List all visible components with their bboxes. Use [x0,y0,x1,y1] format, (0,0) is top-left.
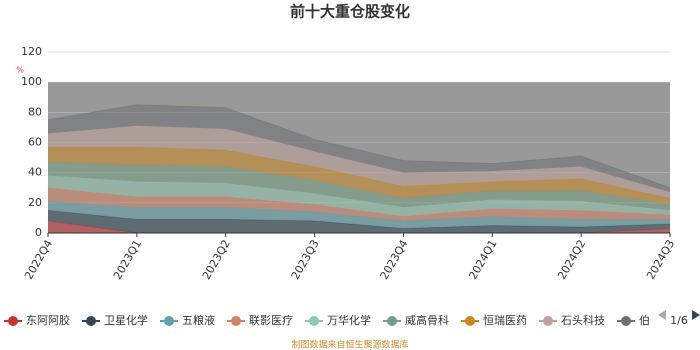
x-tick-label: 2023Q4 [378,238,411,282]
legend-swatch [164,316,174,326]
legend-label: 五粮液 [182,313,215,327]
legend-label: 石头科技 [561,313,605,327]
legend-label: 恒瑞医药 [483,313,527,327]
area [48,175,670,217]
area [48,187,670,221]
area [48,147,670,205]
source-note: 制图数据来自恒生聚源数据库 [291,339,408,350]
legend-item[interactable]: 恒瑞医药 [461,313,527,327]
x-tick-label: 2024Q1 [466,238,499,282]
area [48,210,670,233]
chart-title: 前十大重仓股变化 [290,3,410,21]
legend-swatch [465,316,475,326]
x-tick-label: 2023Q2 [200,238,233,282]
legend-swatch [8,316,18,326]
legend-item[interactable]: 东阿阿胶 [4,313,70,327]
legend-swatch [86,316,96,326]
legend-item[interactable]: 联影医疗 [227,313,293,327]
legend-label: 威高骨科 [405,313,449,327]
legend-item[interactable]: 石头科技 [539,313,605,327]
x-tick-label: 2024Q2 [555,238,588,282]
y-tick-label: 20 [28,196,42,209]
y-tick-label: 80 [28,105,42,118]
legend-swatch [231,316,241,326]
x-tick-label: 2023Q3 [289,238,322,282]
area [48,201,670,229]
y-tick-label: 0 [35,226,42,239]
legend-swatch [543,316,553,326]
area [48,104,670,193]
legend-page: 1/6 [670,314,688,327]
y-tick-label: 40 [28,166,42,179]
legend-swatch [309,316,319,326]
x-tick-label: 2024Q3 [644,238,677,282]
legend-label: 万华化学 [327,313,371,327]
x-tick-label: 2022Q4 [22,238,55,282]
legend-label: 联影医疗 [249,313,293,327]
legend-swatch [621,316,631,326]
area [48,162,670,211]
legend-next[interactable] [692,310,700,320]
x-tick-label: 2023Q1 [111,238,144,282]
legend-item[interactable]: 伯 [617,313,650,327]
legend-label: 东阿阿胶 [26,313,70,327]
legend-swatch [387,316,397,326]
y-unit: % [16,66,24,75]
legend-item[interactable]: 威高骨科 [383,313,449,327]
legend-item[interactable]: 五粮液 [160,313,215,327]
legend-item[interactable]: 万华化学 [305,313,371,327]
legend-label: 伯 [639,313,650,327]
y-tick-label: 100 [21,75,42,88]
y-tick-label: 60 [28,136,42,149]
area-line [47,104,671,189]
legend-prev[interactable] [658,310,666,320]
legend-item[interactable]: 卫星化学 [82,313,148,327]
legend-label: 卫星化学 [104,313,148,327]
y-tick-label: 120 [21,45,42,58]
